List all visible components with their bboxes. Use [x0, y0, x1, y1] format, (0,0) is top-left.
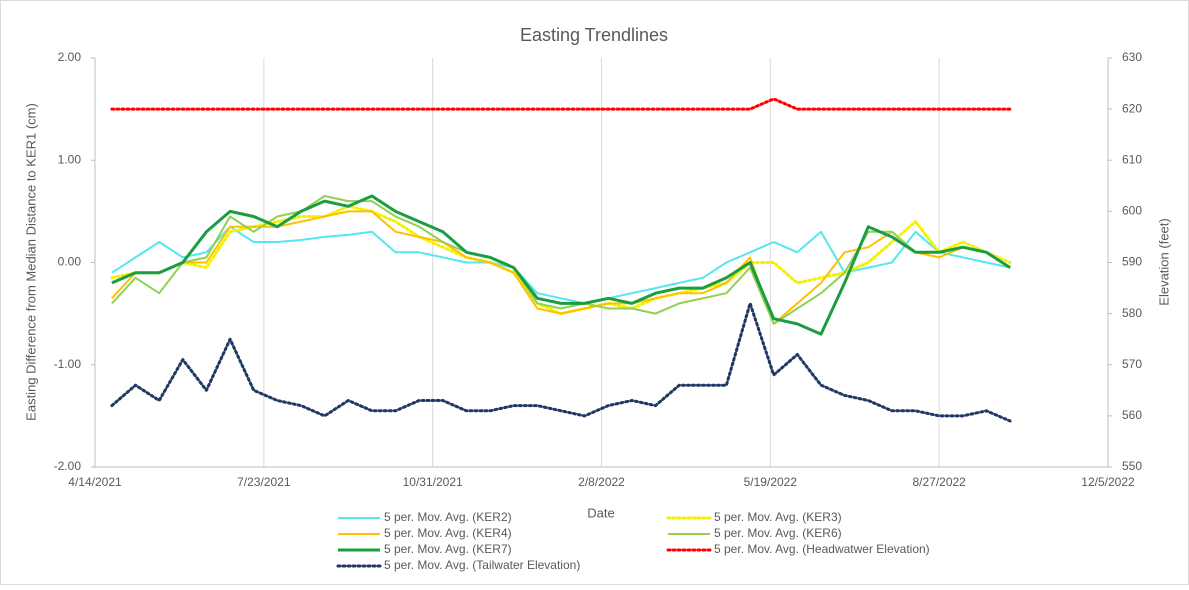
- y2-tick-label: 600: [1122, 204, 1142, 218]
- y2-tick-label: 620: [1122, 101, 1142, 115]
- y-tick-label: -1.00: [54, 357, 82, 371]
- y2-tick-label: 590: [1122, 255, 1142, 269]
- series-line: [111, 194, 1011, 336]
- x-tick-label: 5/19/2022: [744, 475, 798, 489]
- x-tick-label: 12/5/2022: [1081, 475, 1135, 489]
- y2-tick-label: 630: [1122, 50, 1142, 64]
- y-axis-label: Easting Difference from Median Distance …: [23, 103, 38, 421]
- y2-tick-label: 570: [1122, 357, 1142, 371]
- y2-tick-label: 610: [1122, 152, 1142, 166]
- series-line: [110, 97, 1012, 111]
- legend-label: 5 per. Mov. Avg. (Headwatwer Elevation): [714, 542, 930, 556]
- legend-label: 5 per. Mov. Avg. (KER2): [384, 510, 512, 524]
- series-line: [110, 301, 1012, 423]
- legend-label: 5 per. Mov. Avg. (KER3): [714, 510, 842, 524]
- legend-label: 5 per. Mov. Avg. (KER6): [714, 526, 842, 540]
- legend-label: 5 per. Mov. Avg. (KER4): [384, 526, 512, 540]
- series-line: [111, 225, 1011, 305]
- x-axis-label: Date: [587, 505, 614, 520]
- x-tick-label: 7/23/2021: [237, 475, 291, 489]
- y-tick-label: 2.00: [58, 50, 82, 64]
- y-tick-label: 0.00: [58, 255, 82, 269]
- chart-title: Easting Trendlines: [520, 25, 668, 45]
- legend-label: 5 per. Mov. Avg. (Tailwater Elevation): [384, 558, 580, 572]
- y2-tick-label: 560: [1122, 408, 1142, 422]
- y2-axis-label: Elevation (feet): [1156, 218, 1171, 305]
- y2-tick-label: 550: [1122, 459, 1142, 473]
- y-tick-label: -2.00: [54, 459, 82, 473]
- y2-tick-label: 580: [1122, 306, 1142, 320]
- y-tick-label: 1.00: [58, 152, 82, 166]
- x-tick-label: 10/31/2021: [403, 475, 463, 489]
- legend-label: 5 per. Mov. Avg. (KER7): [384, 542, 512, 556]
- x-tick-label: 8/27/2022: [912, 475, 966, 489]
- x-tick-label: 4/14/2021: [68, 475, 122, 489]
- x-tick-label: 2/8/2022: [578, 475, 625, 489]
